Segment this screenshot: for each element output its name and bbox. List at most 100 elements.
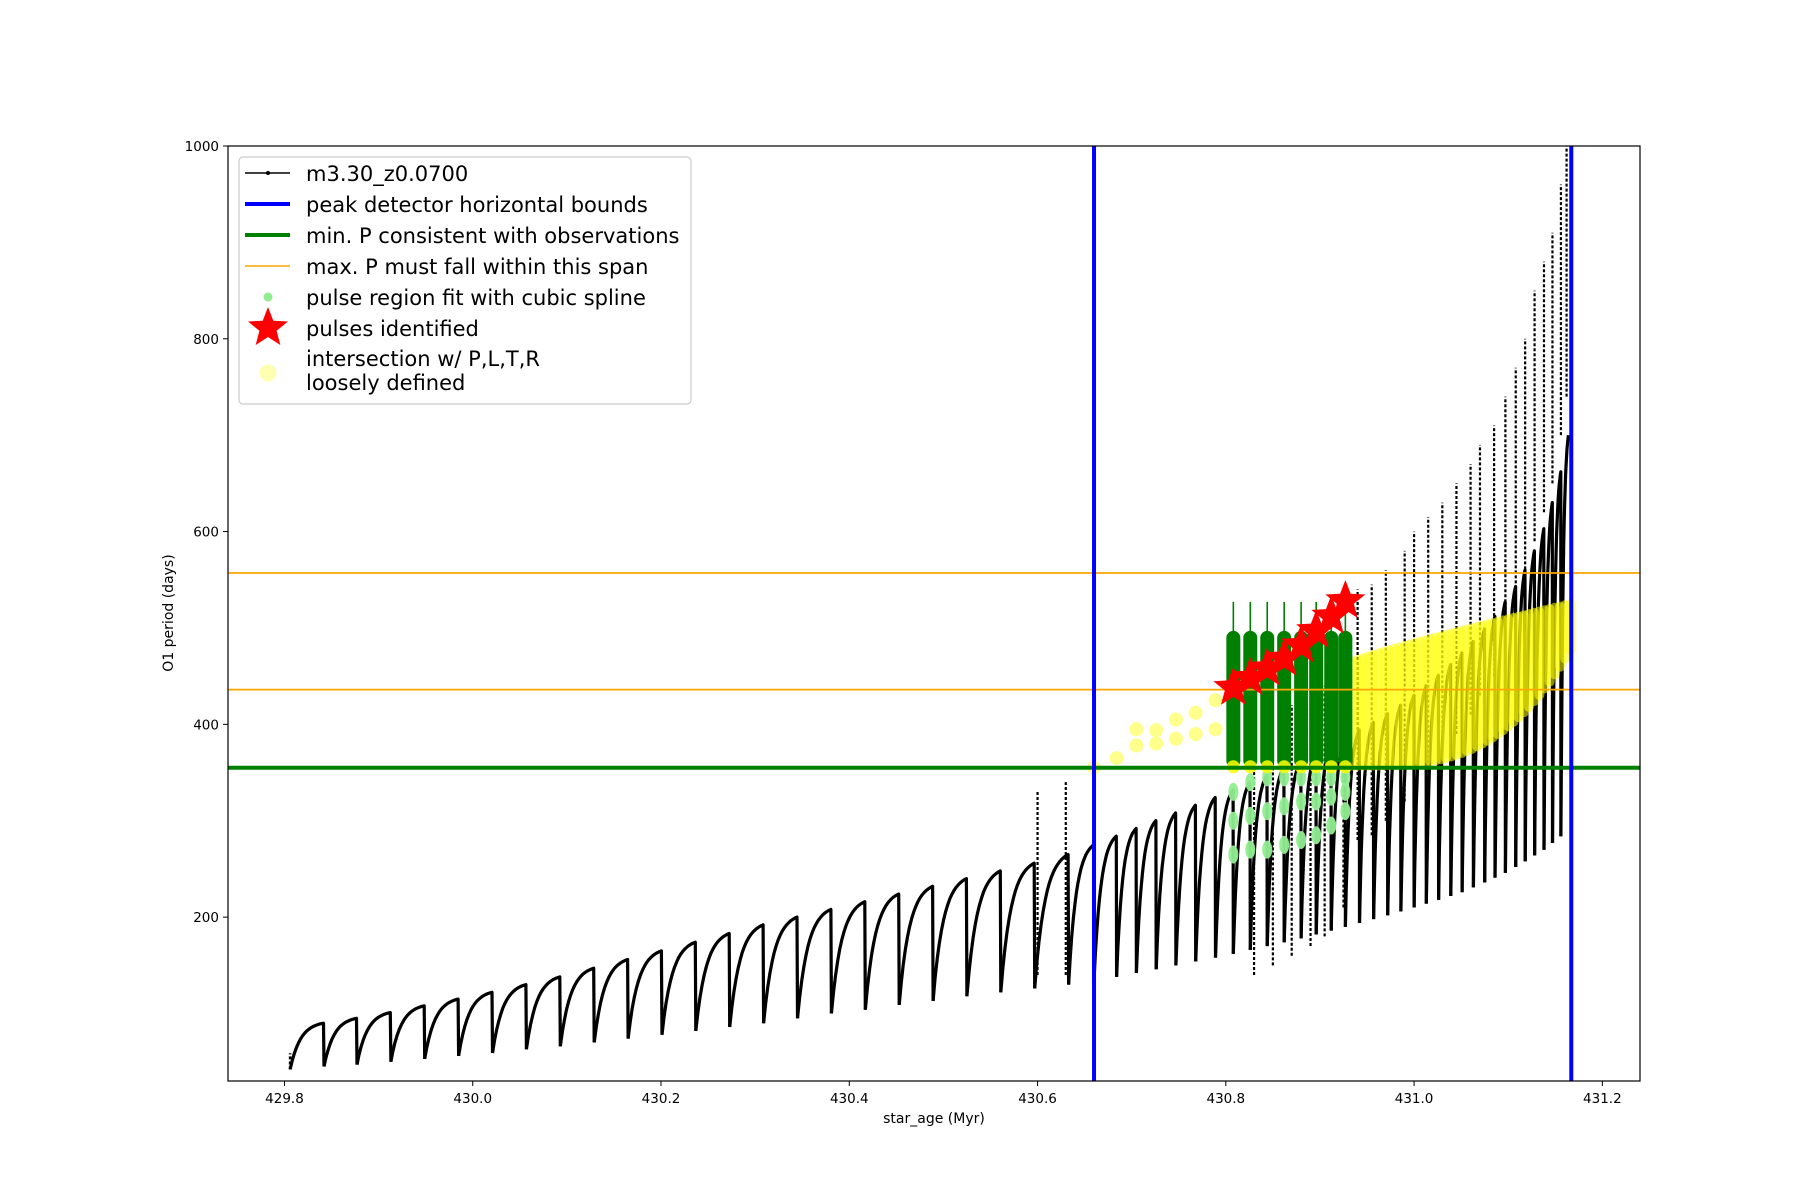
spline-point xyxy=(1228,845,1239,864)
series-line-segment xyxy=(524,975,562,1050)
series-line-segment xyxy=(389,1004,427,1062)
legend-swatch-black-marker xyxy=(266,171,270,175)
x-tick-label: 430.8 xyxy=(1206,1091,1245,1107)
legend-entry-yellow-intersection: intersection w/ P,L,T,R loosely defined xyxy=(259,347,540,395)
pulse-star xyxy=(1325,580,1366,618)
y-axis: 200 400 600 800 1000 xyxy=(185,139,228,926)
series-line-segment xyxy=(1542,501,1555,850)
y-tick-label: 800 xyxy=(193,332,219,348)
series-line-segment xyxy=(762,915,800,1024)
legend-label-line: intersection w/ P,L,T,R xyxy=(306,347,540,371)
legend-swatch-lightgreen xyxy=(263,292,273,302)
series-line-segment xyxy=(322,1016,359,1067)
spline-point xyxy=(1279,835,1290,854)
series-line-segment xyxy=(1533,527,1546,856)
legend-entry-blue-bounds: peak detector horizontal bounds xyxy=(245,193,648,217)
spline-point xyxy=(1326,768,1337,787)
green-stem-column xyxy=(1309,630,1324,768)
spline-point xyxy=(1262,768,1273,787)
legend-swatch-star xyxy=(248,307,288,345)
spline-point xyxy=(1340,782,1351,801)
pulse-star xyxy=(1296,609,1337,648)
x-axis-label: star_age (Myr) xyxy=(883,1111,985,1127)
intersection-point xyxy=(1129,738,1144,753)
spline-point xyxy=(1245,840,1256,859)
intersection-point xyxy=(1129,722,1144,737)
series-line-segment xyxy=(931,876,969,1002)
series-line-segment xyxy=(999,861,1037,993)
series-line-segment xyxy=(1092,834,1119,981)
spline-point xyxy=(1279,768,1290,787)
green-stem-column xyxy=(1294,630,1309,768)
legend-label-line: loosely defined xyxy=(306,371,465,395)
spline-point xyxy=(1262,840,1273,859)
legend-label-lightgreen-spline: pulse region fit with cubic spline xyxy=(306,286,646,310)
plot-frame xyxy=(227,145,1641,1082)
spline-point xyxy=(1262,802,1273,821)
series-line-segment xyxy=(1033,852,1071,989)
intersection-point xyxy=(1208,693,1223,708)
series-pulses-identified xyxy=(1213,580,1366,705)
pulse-star xyxy=(1281,624,1322,663)
series-line-segment xyxy=(1115,826,1139,977)
series-line-segment xyxy=(829,900,867,1014)
series-line-segment xyxy=(558,966,596,1047)
spline-point xyxy=(1326,787,1337,806)
legend-entry-orange-span: max. P must fall within this span xyxy=(245,255,648,279)
spline-point xyxy=(1296,792,1307,811)
series-line-segment xyxy=(1067,843,1096,985)
series-line-segment xyxy=(1174,803,1198,966)
intersection-point xyxy=(1149,736,1164,751)
series-pulse-region-spline xyxy=(1228,768,1351,864)
series-line-segment xyxy=(795,907,834,1019)
reference-lines xyxy=(228,146,1640,1081)
legend-box xyxy=(238,156,692,405)
series-line-segment xyxy=(626,949,664,1039)
legend-label-black-series: m3.30_z0.0700 xyxy=(306,162,468,187)
legend-label-orange-span: max. P must fall within this span xyxy=(306,255,648,279)
series-line-segment xyxy=(897,884,935,1006)
spline-point xyxy=(1296,768,1307,787)
series-line-segment xyxy=(965,869,1003,997)
series-line-segment xyxy=(728,923,766,1028)
series-line-segment xyxy=(457,990,495,1057)
pulse-star xyxy=(1311,595,1352,634)
spline-point xyxy=(1228,811,1239,830)
x-tick-label: 431.0 xyxy=(1395,1091,1434,1107)
x-tick-label: 430.2 xyxy=(642,1091,681,1107)
series-line-segment xyxy=(423,997,461,1060)
green-stem-column xyxy=(1338,630,1353,768)
legend-label-blue-bounds: peak detector horizontal bounds xyxy=(306,193,648,217)
pulse-star xyxy=(1230,657,1271,696)
series-line-segment xyxy=(288,1021,326,1070)
plot-area xyxy=(228,146,1640,1081)
legend-entry-green-min: min. P consistent with observations xyxy=(245,224,679,248)
series-line-segment xyxy=(490,982,528,1054)
intersection-point xyxy=(1208,722,1223,737)
legend-entry-black-series: m3.30_z0.0700 xyxy=(245,162,468,187)
intersection-point xyxy=(1168,731,1183,746)
series-line-segment xyxy=(694,931,732,1032)
pulse-star xyxy=(1264,637,1305,676)
spline-point xyxy=(1311,792,1322,811)
spline-point xyxy=(1326,816,1337,835)
spline-point xyxy=(1245,773,1256,792)
y-tick-label: 200 xyxy=(193,910,219,926)
green-stem-column xyxy=(1226,630,1241,768)
spline-point xyxy=(1340,802,1351,821)
x-tick-label: 430.4 xyxy=(830,1091,869,1107)
series-line-segment xyxy=(1523,549,1537,862)
pulse-star xyxy=(1213,666,1254,705)
y-tick-label: 600 xyxy=(193,525,219,541)
legend-label-yellow-intersection: intersection w/ P,L,T,R loosely defined xyxy=(306,347,540,395)
y-axis-label: O1 period (days) xyxy=(161,554,177,671)
spline-point xyxy=(1279,797,1290,816)
y-tick-label: 400 xyxy=(193,717,219,733)
green-stem-column xyxy=(1324,630,1339,768)
x-tick-label: 430.6 xyxy=(1018,1091,1057,1107)
intersection-point xyxy=(1109,751,1124,766)
spline-point xyxy=(1311,768,1322,787)
intersection-point xyxy=(1168,712,1183,727)
x-tick-label: 431.2 xyxy=(1583,1091,1622,1107)
